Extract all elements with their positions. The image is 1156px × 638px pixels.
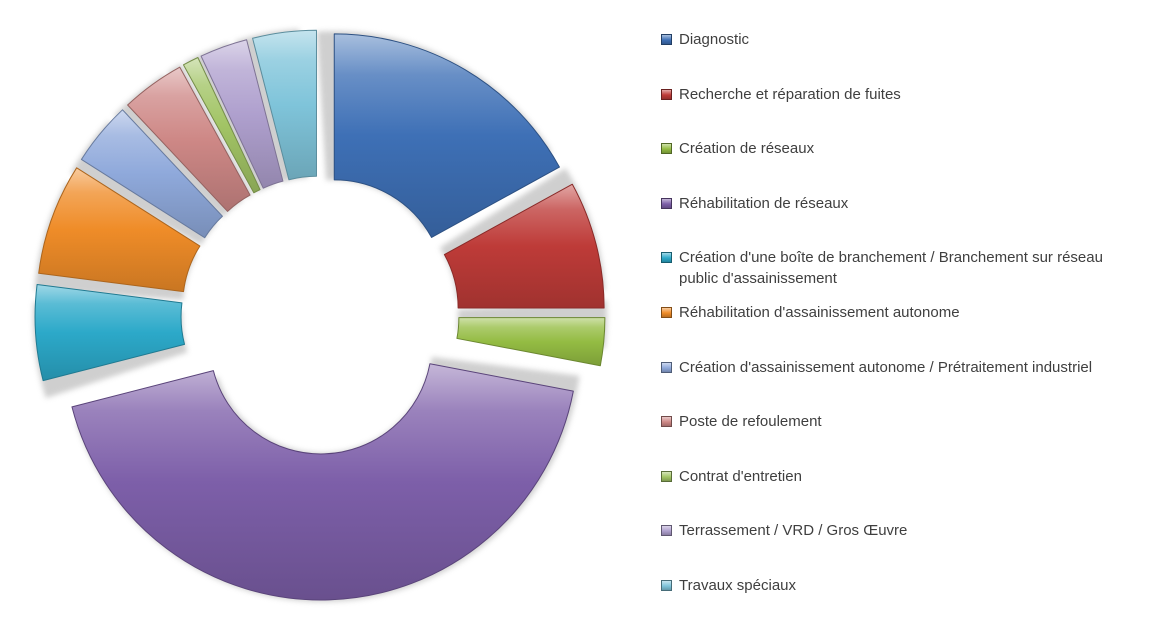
chart-slice[interactable] (200, 39, 284, 189)
legend-item[interactable]: Réhabilitation de réseaux (660, 194, 1146, 249)
chart-slice[interactable] (71, 363, 574, 601)
legend-key-icon (661, 361, 672, 373)
doughnut-slices (34, 29, 606, 601)
legend-key-icon (661, 88, 672, 100)
legend-item[interactable]: Travaux spéciaux (660, 576, 1146, 631)
legend-label: Poste de refoulement (679, 413, 822, 431)
legend-label: Diagnostic (679, 31, 750, 48)
legend-label: Création de réseaux (679, 140, 815, 158)
chart-slice[interactable] (80, 109, 223, 239)
legend-key-icon (661, 525, 672, 537)
legend-item[interactable]: Terrassement / VRD / Gros Œuvre (660, 521, 1146, 576)
legend-item[interactable]: Réhabilitation d'assainissement autonome (660, 303, 1146, 358)
legend-label: Contrat d'entretien (679, 467, 802, 485)
legend-label: Réhabilitation d'assainissement autonome (679, 303, 960, 321)
legend-item[interactable]: Poste de refoulement (660, 412, 1146, 467)
legend-key-icon (661, 143, 672, 155)
chart-slice[interactable] (456, 317, 606, 367)
legend-key-icon (661, 470, 672, 482)
legend-item[interactable]: Diagnostic (660, 30, 1146, 85)
legend-label: Travaux spéciaux (679, 576, 796, 594)
chart-slice[interactable] (333, 33, 560, 238)
doughnut-chart (33, 28, 607, 602)
legend-key-icon (661, 306, 672, 318)
chart-slice[interactable] (252, 29, 317, 181)
legend-label: Terrassement / VRD / Gros Œuvre (679, 522, 908, 540)
legend-key-icon (661, 252, 672, 264)
legend-key-icon (661, 416, 672, 428)
legend-key-icon (661, 579, 672, 591)
legend-item[interactable]: Création d'une boîte de branchement / Br… (660, 248, 1146, 303)
legend-label: Réhabilitation de réseaux (679, 194, 849, 212)
chart-legend: Diagnostic Recherche et réparation de fui… (660, 30, 1146, 631)
chart-slice[interactable] (127, 66, 251, 212)
legend-item[interactable]: Contrat d'entretien (660, 467, 1146, 522)
legend-item[interactable]: Création de réseaux (660, 139, 1146, 194)
legend-key-icon (661, 197, 672, 209)
chart-slice[interactable] (443, 183, 605, 309)
legend-item[interactable]: Création d'assainissement autonome / Pré… (660, 358, 1146, 413)
chart-slice[interactable] (38, 167, 201, 293)
legend-label: Création d'assainissement autonome / Pré… (679, 358, 1093, 376)
legend-label: Création d'une boîte de branchement / Br… (679, 249, 1103, 287)
legend-item[interactable]: Recherche et réparation de fuites (660, 85, 1146, 140)
legend-key-icon (661, 34, 672, 45)
chart-slice[interactable] (34, 284, 186, 382)
chart-slice[interactable] (182, 57, 261, 194)
legend-label: Recherche et réparation de fuites (679, 85, 901, 103)
